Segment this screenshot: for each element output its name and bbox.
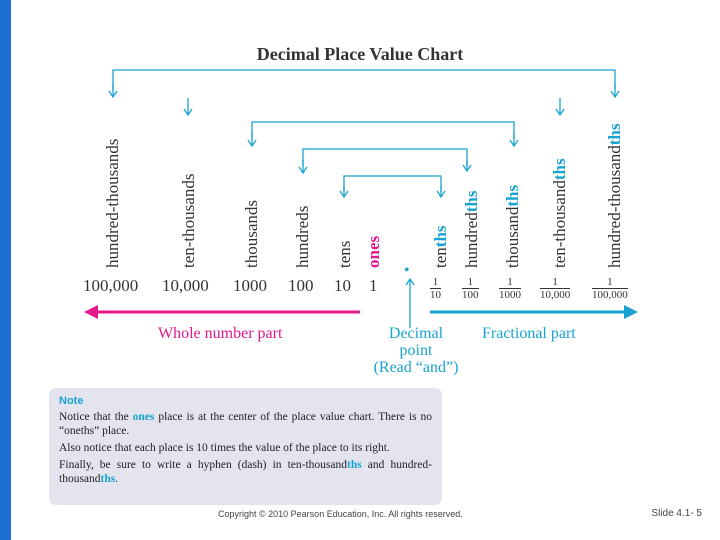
note-paragraph-3: Finally, be sure to write a hyphen (dash… xyxy=(59,459,432,485)
note-heading: Note xyxy=(59,395,84,407)
value-thousands: 1000 xyxy=(233,276,267,295)
value-hundreds: 100 xyxy=(288,276,314,295)
note-paragraph-1: Notice that the ones place is at the cen… xyxy=(59,411,432,437)
arrow-hundred-thousandths xyxy=(610,84,620,99)
place-label-tenths: tenths xyxy=(431,225,450,268)
arrow-tens xyxy=(339,186,349,199)
fractional-part-label: Fractional part xyxy=(482,325,576,342)
bracket-tens xyxy=(343,175,442,192)
value-hundred-thousands: 100,000 xyxy=(83,276,139,295)
place-label-ten-thousands: ten-thousands xyxy=(179,173,198,268)
chart-title: Decimal Place Value Chart xyxy=(256,44,464,64)
place-label-ones: ones xyxy=(364,235,383,268)
place-label-thousands: thousands xyxy=(242,200,261,268)
place-label-hundreds: hundreds xyxy=(293,205,312,268)
place-label-hundredths: hundredths xyxy=(462,190,481,268)
fraction-hundred-thousandths: 1 100,000 xyxy=(592,276,628,301)
arrow-tenths xyxy=(436,186,446,199)
bracket-thousands xyxy=(251,121,515,140)
value-tens: 10 xyxy=(334,276,351,295)
arrow-hundredths xyxy=(462,160,472,173)
fraction-hundredths: 1 100 xyxy=(462,276,479,301)
decimal-point-dot: • xyxy=(404,262,410,279)
arrow-ten-thousands xyxy=(183,98,193,117)
place-label-ten-thousandths: ten-thousandths xyxy=(550,158,569,268)
value-ten-thousands: 10,000 xyxy=(162,276,209,295)
arrow-thousandths xyxy=(509,133,519,148)
bracket-hundred-thousands xyxy=(112,69,616,90)
arrow-hundreds xyxy=(298,160,308,175)
place-label-hundred-thousandths: hundred-thousandths xyxy=(605,123,624,269)
note-box: Note Notice that the ones place is at th… xyxy=(49,388,442,505)
arrow-hundred-thousands xyxy=(108,84,118,99)
decimal-point-label: Decimal point (Read “and”) xyxy=(373,325,459,376)
arrow-thousands xyxy=(247,133,257,148)
whole-number-part-label: Whole number part xyxy=(158,325,283,342)
place-label-hundred-thousands: hundred-thousands xyxy=(103,138,122,268)
place-label-tens: tens xyxy=(335,240,354,268)
value-ones: 1 xyxy=(369,276,378,295)
arrow-ten-thousandths xyxy=(555,98,565,117)
fraction-tenths: 1 10 xyxy=(430,276,441,301)
note-paragraph-2: Also notice that each place is 10 times … xyxy=(59,442,390,454)
sidebar-accent-bar xyxy=(0,0,11,540)
copyright-footer: Copyright © 2010 Pearson Education, Inc.… xyxy=(218,509,463,519)
fraction-ten-thousandths: 1 10,000 xyxy=(540,276,571,301)
arrow-decimal-point xyxy=(405,277,415,328)
bracket-hundreds xyxy=(302,148,468,166)
place-label-thousandths: thousandths xyxy=(503,184,522,268)
slide-number: Slide 4.1- 5 xyxy=(651,508,702,519)
fraction-thousandths: 1 1000 xyxy=(499,276,521,301)
